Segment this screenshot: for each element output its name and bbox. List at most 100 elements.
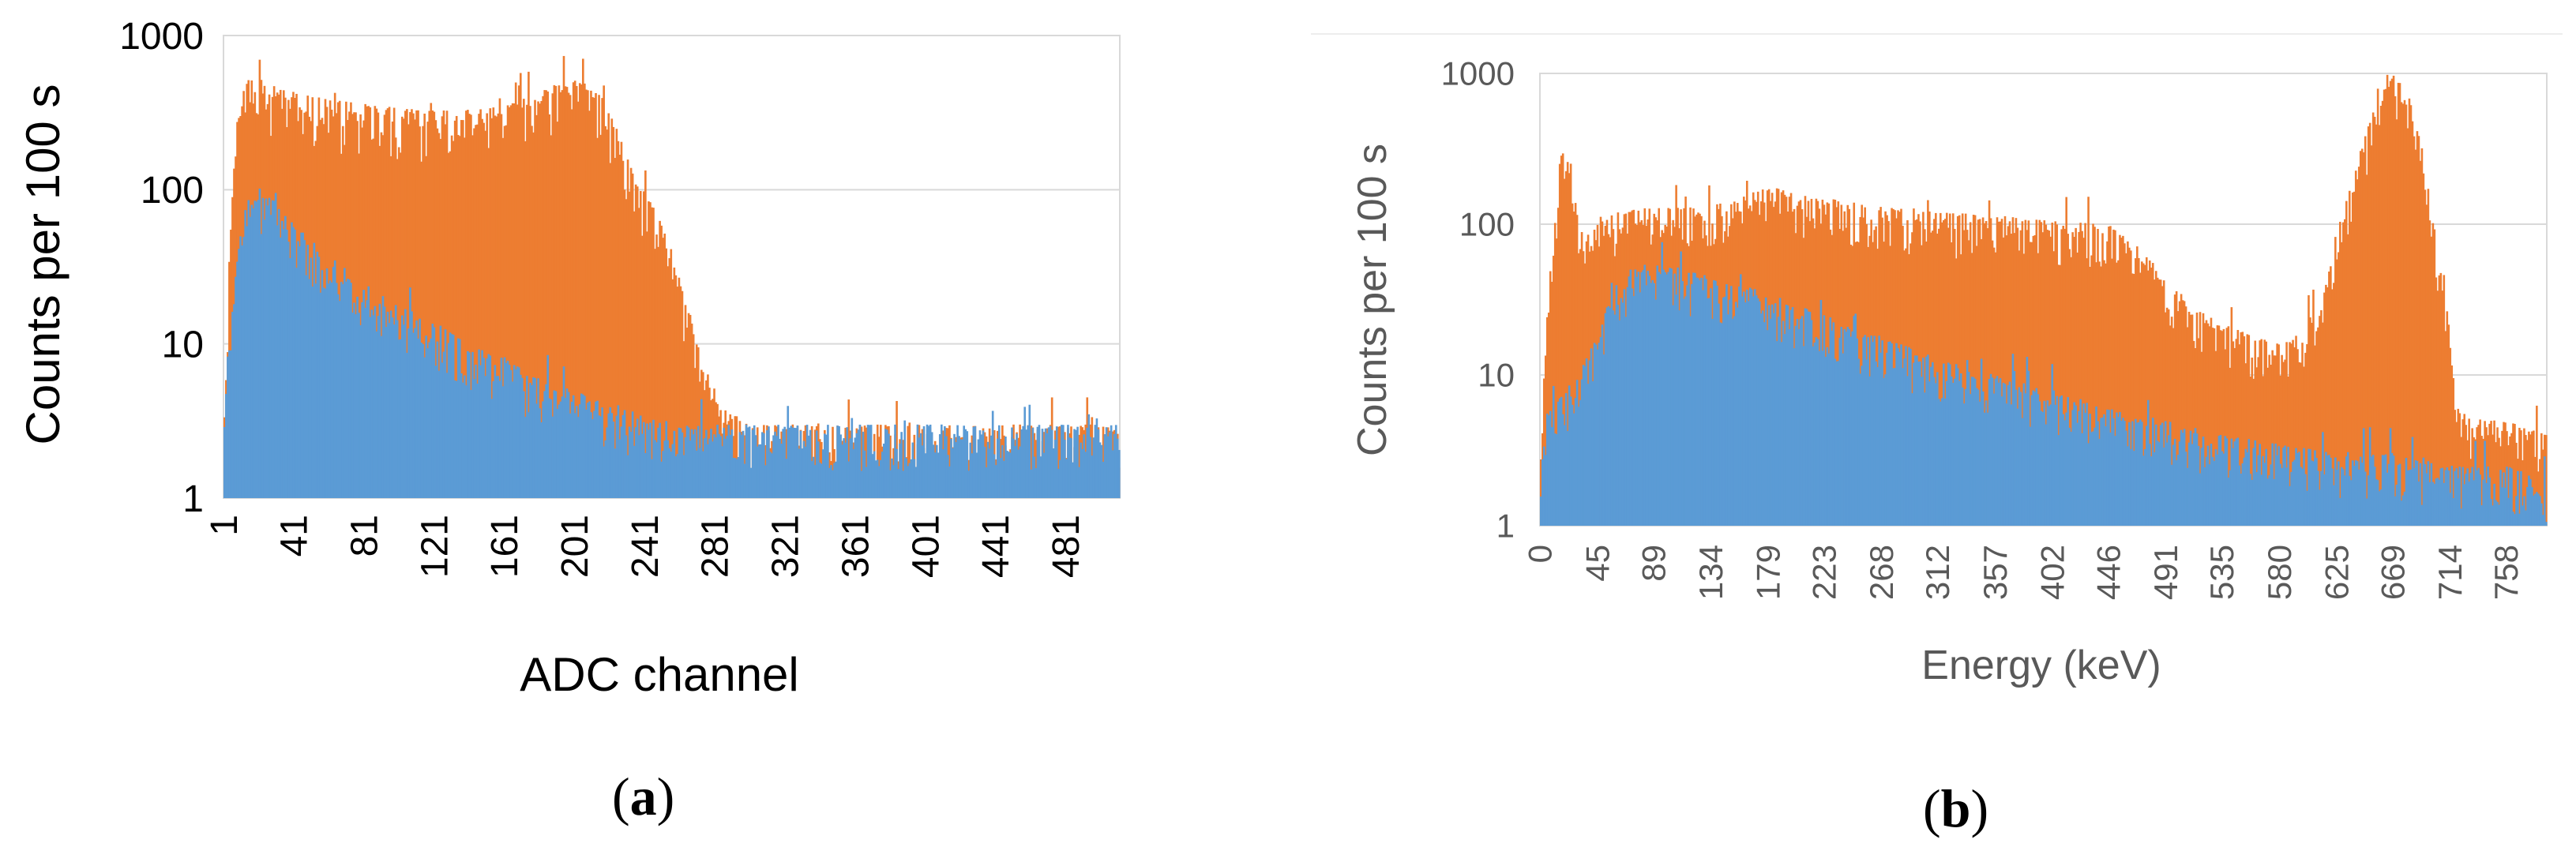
chart-b-bar — [2154, 424, 2157, 526]
chart-b-bar — [1980, 358, 1983, 526]
chart-b-bar — [2534, 456, 2537, 526]
chart-a-bar — [668, 258, 671, 498]
chart-b-bar — [2119, 411, 2121, 526]
chart-a-bar — [1055, 426, 1058, 498]
chart-a-bar — [604, 440, 607, 498]
chart-b-bar — [2416, 461, 2419, 526]
chart-a-bar — [791, 427, 794, 498]
chart-a-bar — [948, 425, 951, 498]
chart-b-bar — [2471, 467, 2473, 526]
chart-b-bar — [2367, 126, 2370, 527]
chart-a-bar — [489, 108, 492, 498]
chart-a-bar — [433, 327, 436, 498]
chart-b-bar — [2043, 220, 2046, 526]
chart-b-bar — [2153, 279, 2156, 526]
chart-a-bar — [277, 208, 280, 498]
chart-a-bar — [425, 156, 428, 498]
chart-b-bar — [1541, 459, 1544, 526]
chart-a-bar — [1031, 427, 1035, 498]
chart-a-bar — [697, 425, 700, 498]
chart-b-bar — [1870, 335, 1872, 526]
chart-a-bar — [447, 343, 450, 498]
chart-b-bar — [2057, 264, 2060, 526]
chart-a-bar — [230, 350, 232, 498]
chart-a-bar — [468, 352, 471, 498]
chart-a-bar — [604, 126, 607, 498]
chart-a-bar — [439, 138, 442, 498]
chart-b-bar — [2243, 457, 2246, 526]
chart-b-bar — [2194, 428, 2197, 526]
panel-label-b-open: ( — [1923, 778, 1941, 838]
chart-b-bar — [2273, 478, 2275, 526]
chart-b-bar — [1580, 379, 1583, 526]
chart-a-bar — [375, 331, 378, 498]
chart-a-bar — [458, 136, 461, 499]
chart-b-bar — [2357, 469, 2360, 526]
chart-a-bar — [866, 425, 869, 498]
chart-b-bar — [1959, 373, 1962, 526]
chart-b-bar — [1981, 217, 1985, 526]
chart-b-bar — [1689, 316, 1692, 526]
chart-b-bar — [2073, 237, 2075, 526]
chart-a-bar — [478, 114, 480, 498]
chart-b-bar — [1583, 366, 1587, 526]
chart-a-bar — [952, 448, 954, 498]
chart-b-bar — [1747, 301, 1750, 526]
chart-b-x-tick-label: 312 — [1919, 545, 1956, 600]
chart-a-bar — [468, 114, 471, 498]
chart-b-bar — [2293, 347, 2296, 526]
chart-b-bar — [2254, 340, 2257, 526]
chart-b-bar — [1780, 342, 1783, 526]
chart-a-bar — [255, 201, 258, 498]
chart-b-bar — [1577, 407, 1580, 526]
chart-b-bar — [2195, 312, 2199, 526]
chart-b-bar — [1943, 363, 1945, 526]
chart-b-bar — [2395, 119, 2398, 527]
chart-a-bar — [385, 327, 388, 498]
chart-a-bar — [735, 459, 738, 498]
chart-b-bar — [2067, 234, 2069, 526]
chart-a-bar — [289, 258, 291, 498]
chart-a-bar — [1117, 450, 1121, 498]
chart-a-bar — [924, 453, 927, 498]
chart-a-bar — [1078, 434, 1080, 498]
chart-b-bar — [2111, 258, 2113, 526]
chart-b-bar — [1943, 219, 1947, 526]
chart-a-bar — [835, 461, 837, 498]
chart-b-bar — [2309, 448, 2311, 526]
chart-a-bar — [911, 442, 914, 498]
chart-b-bar — [1741, 296, 1744, 526]
chart-a-bar — [528, 412, 530, 498]
chart-b-bar — [2246, 452, 2249, 526]
chart-a-bar — [497, 113, 500, 499]
chart-b-bar — [2067, 397, 2069, 526]
chart-b-bar — [1848, 328, 1851, 526]
chart-b-bar — [2186, 467, 2189, 526]
chart-a-bar — [863, 450, 866, 498]
chart-b-bar — [2136, 246, 2139, 526]
chart-a-bar — [341, 284, 344, 498]
chart-a-bar — [565, 87, 569, 499]
chart-b-y-axis-label: Counts per 100 s — [1350, 144, 1395, 456]
chart-b-bar — [1985, 400, 1988, 526]
chart-a-bar — [252, 208, 255, 498]
chart-b-bar — [1612, 310, 1615, 526]
chart-a-bar — [400, 315, 404, 498]
chart-b-bar — [2408, 470, 2411, 526]
chart-b-bar — [1964, 388, 1967, 526]
chart-b-bar — [2504, 422, 2507, 526]
chart-b-bar — [2103, 260, 2105, 526]
chart-b-bar — [2161, 422, 2164, 526]
chart-b-bar — [2389, 428, 2392, 526]
chart-a-bar — [308, 279, 311, 498]
chart-b-bar — [1714, 280, 1717, 526]
chart-b-bar — [2293, 459, 2296, 526]
chart-b-bar — [2013, 370, 2016, 526]
chart-a-bar — [1008, 452, 1010, 498]
chart-b-bar — [2112, 418, 2115, 526]
chart-b-bar — [2450, 365, 2454, 526]
chart-a-bar — [322, 287, 325, 498]
chart-b-bar — [2112, 229, 2115, 526]
chart-b-bar — [2170, 317, 2173, 526]
